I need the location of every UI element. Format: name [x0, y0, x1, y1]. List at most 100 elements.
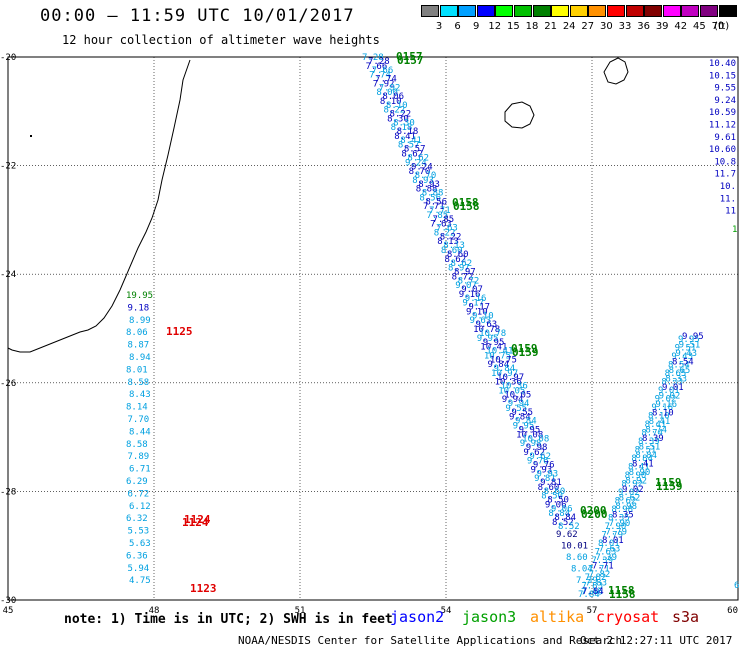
legend-swatch [495, 5, 514, 17]
swh-value-diagonal-track: 10.97 [497, 373, 524, 383]
swh-value-diagonal-track: 9.94 [508, 399, 530, 409]
swh-value-right-track: 7.71 [592, 562, 614, 572]
swh-value-diagonal-track: 9.81 [540, 478, 562, 488]
swh-value-diagonal-track: 9.81 [534, 474, 556, 484]
swh-value-diagonal-track: 8.60 [447, 250, 469, 260]
swh-value-diagonal-track: 8.18 [391, 123, 413, 133]
time-label: 1158 [609, 588, 636, 601]
swh-value-left-track: 8.01 [126, 365, 148, 375]
swh-value-diagonal-track: 7.28 [368, 57, 390, 67]
swh-value-left-track: 8.06 [126, 328, 148, 338]
swh-value-right-track: 8.62 [619, 494, 641, 504]
swh-value-right-track: 8.90 [625, 471, 647, 481]
swh-value-diagonal-track: 9.55 [511, 408, 533, 418]
swh-value-diagonal-track: 10.78 [479, 329, 506, 339]
swh-value-left-track: 8.58 [128, 378, 150, 388]
swh-value-diagonal-track: 9.93 [536, 469, 558, 479]
swh-value-diagonal-track: 10.08 [516, 430, 543, 440]
swh-value-right-track: 8.35 [612, 511, 634, 521]
lat-tick-label: -26 [0, 379, 16, 389]
swh-value-left-track: 4.75 [129, 576, 151, 586]
swh-value-diagonal-track: 8.13 [443, 241, 465, 251]
swh-value-diagonal-track: 10.41 [480, 343, 507, 353]
swh-value-far-right-track: 6 [734, 581, 739, 591]
swh-value-diagonal-track: 9.62 [529, 452, 551, 462]
swh-value-left-track: 6.36 [126, 551, 148, 561]
swh-value-diagonal-track: 8.70 [409, 167, 431, 177]
swh-value-right-track: 7.90 [605, 522, 627, 532]
swh-value-diagonal-track: 10.01 [561, 542, 588, 552]
swh-value-far-right-track: 1 [732, 225, 737, 235]
legend-label: 42 [674, 21, 688, 32]
legend-label: 3 [435, 21, 443, 32]
lon-tick-label: 60 [727, 606, 738, 616]
page-subtitle: 12 hour collection of altimeter wave hei… [62, 33, 380, 47]
swh-value-right-track: 8.01 [602, 536, 624, 546]
swh-value-right-track: 8.62 [615, 497, 637, 507]
swh-value-left-track: 5.53 [128, 527, 150, 537]
swh-value-diagonal-track: 8.13 [437, 237, 459, 247]
swh-value-left-track: 5.63 [129, 539, 151, 549]
swh-value-left-track: 8.43 [129, 390, 151, 400]
legend-label: 21 [544, 21, 557, 32]
swh-value-right-track: 8.92 [625, 477, 647, 487]
swh-value-right-track: 8.54 [668, 361, 690, 371]
legend-swatch [476, 5, 495, 17]
swh-value-diagonal-track: 8.56 [419, 193, 441, 203]
swh-value-diagonal-track: 8.06 [376, 88, 398, 98]
swh-value-diagonal-track: 7.39 [576, 576, 598, 586]
swh-value-right-track: 8.65 [665, 369, 687, 379]
swh-value-diagonal-track: 9.95 [483, 338, 505, 348]
satellite-name: jason2 [390, 608, 445, 626]
swh-value-right-track: 8.41 [632, 460, 654, 470]
swh-value-left-track: 19.95 [126, 291, 153, 301]
legend-swatch [551, 5, 570, 17]
swh-value-right-track: 9.51 [675, 344, 697, 354]
swh-value-diagonal-track: 8.60 [538, 483, 560, 493]
swh-value-right-track: 8.33 [661, 378, 683, 388]
swh-value-diagonal-track: 7.28 [362, 53, 384, 63]
swh-value-far-right-track: 11.12 [709, 121, 736, 131]
lat-tick-label: -24 [0, 270, 16, 280]
swh-value-diagonal-track: 9.17 [462, 299, 484, 309]
swh-value-diagonal-track: 7.66 [366, 62, 388, 72]
swh-value-diagonal-track: 9.24 [411, 162, 433, 172]
swh-value-right-track: 8.84 [635, 451, 657, 461]
swh-value-diagonal-track: 9.10 [472, 311, 494, 321]
lon-tick-label: 45 [3, 606, 14, 616]
satellite-name: jason3 [462, 608, 517, 626]
swh-value-right-track: 8.98 [611, 505, 633, 515]
swh-value-right-track: 9.02 [618, 488, 640, 498]
swh-value-diagonal-track: 7.66 [372, 66, 394, 76]
legend-label: 6 [454, 21, 461, 32]
swh-value-left-track: 5.94 [128, 564, 150, 574]
swh-value-diagonal-track: 8.62 [444, 255, 466, 265]
swh-value-diagonal-track: 9.76 [527, 457, 549, 467]
swh-value-diagonal-track: 8.10 [380, 97, 402, 107]
swh-value-diagonal-track: 9.16 [459, 290, 481, 300]
swh-value-diagonal-track: 9.95 [477, 334, 499, 344]
swh-value-right-track: 7.82 [589, 570, 611, 580]
swh-value-diagonal-track: 9.06 [545, 500, 567, 510]
swh-value-right-track: 7.82 [585, 573, 607, 583]
swh-value-diagonal-track: 8.72 [452, 272, 474, 282]
swh-value-diagonal-track: 8.41 [400, 136, 422, 146]
legend-label: 18 [525, 21, 539, 32]
swh-value-right-track: 8.41 [645, 420, 667, 430]
swh-value-left-track: 7.89 [128, 452, 150, 462]
swh-value-diagonal-track: 7.71 [423, 202, 445, 212]
swh-value-diagonal-track: 9.95 [513, 421, 535, 431]
swh-value-left-track: 8.58 [126, 440, 148, 450]
swh-value-right-track: 9.02 [655, 395, 677, 405]
swh-value-diagonal-track: 9.62 [523, 448, 545, 458]
time-label: 0157 [396, 50, 423, 63]
swh-value-right-track: 9.95 [682, 332, 704, 342]
legend-label: 12 [488, 21, 502, 32]
swh-value-right-track: 8.10 [648, 412, 670, 422]
swh-value-right-track: 8.84 [631, 454, 653, 464]
swh-value-right-track: 8.51 [639, 443, 661, 453]
footnote: note: 1) Time is in UTC; 2) SWH is in fe… [64, 612, 393, 627]
swh-value-diagonal-track: 8.70 [415, 171, 437, 181]
swh-value-far-right-track: 10. [720, 182, 736, 192]
